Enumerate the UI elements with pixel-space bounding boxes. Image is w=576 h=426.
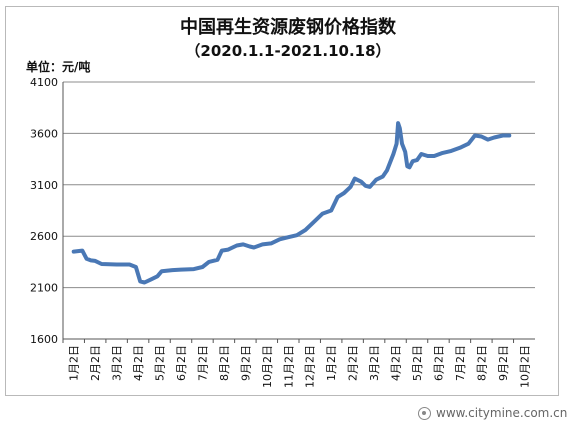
y-tick-label: 1600 bbox=[30, 333, 58, 346]
x-tick-label: 9月2日 bbox=[497, 345, 510, 381]
y-tick-label: 2600 bbox=[30, 230, 58, 243]
chart-subtitle: （2020.1.1-2021.10.18） bbox=[185, 42, 391, 60]
x-tick-label: 10月2日 bbox=[261, 345, 274, 388]
x-tick-label: 9月2日 bbox=[239, 345, 252, 381]
x-tick-label: 1月2日 bbox=[68, 345, 81, 381]
x-tick-label: 7月2日 bbox=[454, 345, 467, 381]
x-tick-label: 2月2日 bbox=[347, 345, 360, 381]
y-tick-label: 2100 bbox=[30, 282, 58, 295]
x-tick-label: 5月2日 bbox=[411, 345, 424, 381]
x-tick-label: 2月2日 bbox=[89, 345, 102, 381]
x-tick-label: 4月2日 bbox=[390, 345, 403, 381]
x-tick-labels: 1月2日 2月2日 3月2日 4月2日 5月2日 6月2日 7月2日 8月2日 9月2日 10月2… bbox=[68, 345, 532, 388]
x-tick-label: 11月2日 bbox=[282, 345, 295, 388]
x-tick-label: 4月2日 bbox=[132, 345, 145, 381]
series-line bbox=[71, 121, 512, 285]
x-tick-label: 3月2日 bbox=[368, 345, 381, 381]
y-tick-labels: 1600 2100 2600 3100 3600 4100 bbox=[30, 76, 58, 346]
x-tick-label: 6月2日 bbox=[175, 345, 188, 381]
series-layer bbox=[71, 121, 512, 285]
x-tick-label: 5月2日 bbox=[154, 345, 167, 381]
x-tick-label: 8月2日 bbox=[475, 345, 488, 381]
axes bbox=[62, 82, 535, 343]
x-tick-label: 1月2日 bbox=[325, 345, 338, 381]
watermark-text: www.citymine.com.cn bbox=[436, 406, 568, 420]
chart-frame bbox=[5, 6, 559, 396]
y-tick-label: 3600 bbox=[30, 127, 58, 140]
y-axis-unit-label: 单位：元/吨 bbox=[26, 60, 91, 74]
x-tick-label: 7月2日 bbox=[196, 345, 209, 381]
x-tick-label: 10月2日 bbox=[518, 345, 531, 388]
chart-title: 中国再生资源废钢价格指数 bbox=[180, 17, 396, 38]
x-tick-label: 3月2日 bbox=[111, 345, 124, 381]
watermark: www.citymine.com.cn bbox=[418, 406, 567, 420]
citymine-logo-icon bbox=[418, 406, 431, 420]
gridlines bbox=[63, 81, 535, 340]
y-tick-label: 4100 bbox=[30, 76, 58, 89]
x-tick-label: 12月2日 bbox=[304, 345, 317, 388]
x-tick-label: 8月2日 bbox=[218, 345, 231, 381]
x-tick-label: 6月2日 bbox=[432, 345, 445, 381]
y-tick-label: 3100 bbox=[30, 179, 58, 192]
